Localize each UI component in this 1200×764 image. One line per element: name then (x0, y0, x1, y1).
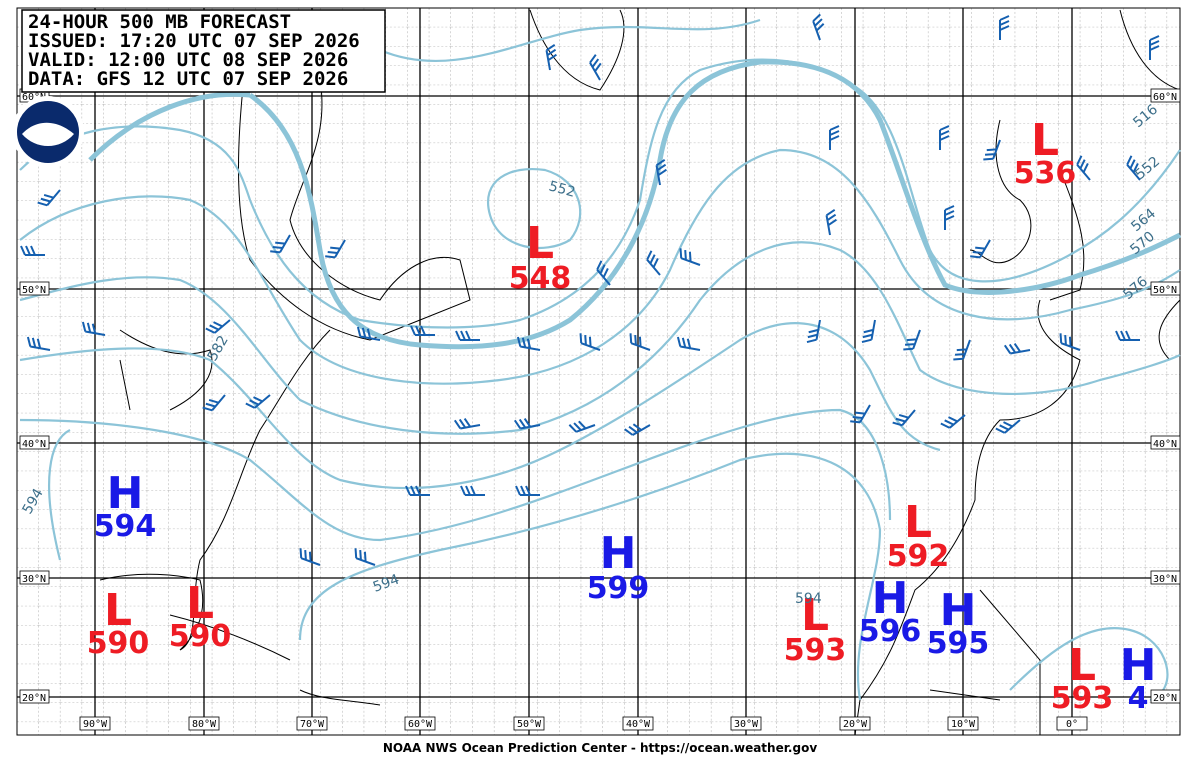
lon-label: 20°W (843, 719, 868, 730)
center-value: 595 (927, 626, 990, 661)
lon-label-bg (947, 716, 979, 731)
center-letter: H (940, 585, 977, 636)
center-value: 592 (887, 539, 950, 574)
center-value: 593 (784, 633, 847, 668)
lon-label: 40°W (626, 719, 651, 730)
lon-label-bg (513, 716, 545, 731)
lat-label: 50°N (1153, 285, 1177, 296)
contour-label: 594 (795, 591, 822, 607)
center-value: 590 (169, 619, 232, 654)
lon-label-bg (622, 716, 654, 731)
lat-label-bg (19, 435, 50, 450)
center-letter: L (526, 218, 554, 269)
lat-label-bg (1150, 281, 1181, 296)
header-line: DATA: GFS 12 UTC 07 SEP 2026 (28, 68, 348, 90)
coastlines (99, 9, 1181, 736)
header-line: ISSUED: 17:20 UTC 07 SEP 2026 (28, 30, 360, 52)
lat-label-bg (19, 281, 50, 296)
labels: 60°N 60°N 50°N 50°N 40°N 40°N 30°N 30°N 20°N 20°N… (19, 88, 1181, 731)
lon-label: 0° (1066, 719, 1078, 730)
center-value: 599 (587, 571, 650, 606)
center-value: 594 (94, 509, 157, 544)
header-line: VALID: 12:00 UTC 08 SEP 2026 (28, 49, 348, 71)
lon-label-bg (730, 716, 762, 731)
center-letter: H (1120, 640, 1157, 691)
center-value: 4 (1128, 681, 1149, 716)
lon-label: 90°W (83, 719, 108, 730)
lat-label-bg (1150, 570, 1181, 585)
center-letter: L (1068, 640, 1096, 691)
lat-label: 40°N (1153, 439, 1177, 450)
lon-label: 30°W (734, 719, 759, 730)
center-letter: L (186, 578, 214, 629)
lat-label: 20°N (22, 693, 46, 704)
logo-bird (22, 122, 74, 146)
lon-label-bg (839, 716, 871, 731)
height-contours (19, 18, 1182, 702)
lon-label-bg (79, 716, 111, 731)
center-value: 596 (859, 614, 922, 649)
header-line: 24-HOUR 500 MB FORECAST (28, 11, 291, 33)
lon-label-bg (404, 716, 436, 731)
center-value: 590 (87, 626, 150, 661)
lat-label: 30°N (22, 574, 46, 585)
lon-label: 70°W (300, 719, 325, 730)
center-letter: H (600, 528, 637, 579)
lat-label-bg (1150, 88, 1181, 103)
lon-label: 10°W (951, 719, 976, 730)
center-letter: H (107, 468, 144, 519)
lat-label: 50°N (22, 285, 46, 296)
center-letter: L (104, 585, 132, 636)
lat-label-bg (1150, 689, 1181, 704)
lon-label-bg (296, 716, 328, 731)
lat-label: 30°N (1153, 574, 1177, 585)
lat-label: 60°N (1153, 92, 1177, 103)
header-box (21, 9, 386, 93)
center-letter: L (801, 590, 829, 641)
lat-label: 40°N (22, 439, 46, 450)
center-letter: H (872, 573, 909, 624)
center-letter: L (904, 497, 932, 548)
center-value: 548 (509, 261, 572, 296)
contour-label: 552 (547, 178, 577, 200)
lon-label-bg (1056, 716, 1088, 731)
lat-label-bg (1150, 435, 1181, 450)
lat-label-bg (19, 689, 50, 704)
center-value: 593 (1051, 681, 1114, 716)
lon-label: 60°W (408, 719, 433, 730)
center-value: 536 (1014, 156, 1077, 191)
lon-label-bg (188, 716, 220, 731)
footer: NOAA NWS Ocean Prediction Center - https… (383, 741, 817, 755)
lat-label: 20°N (1153, 693, 1177, 704)
lon-label: 80°W (192, 719, 217, 730)
center-letter: L (1031, 115, 1059, 166)
lat-label-bg (19, 570, 50, 585)
lon-label: 50°W (517, 719, 542, 730)
lat-label: 60°N (22, 92, 46, 103)
